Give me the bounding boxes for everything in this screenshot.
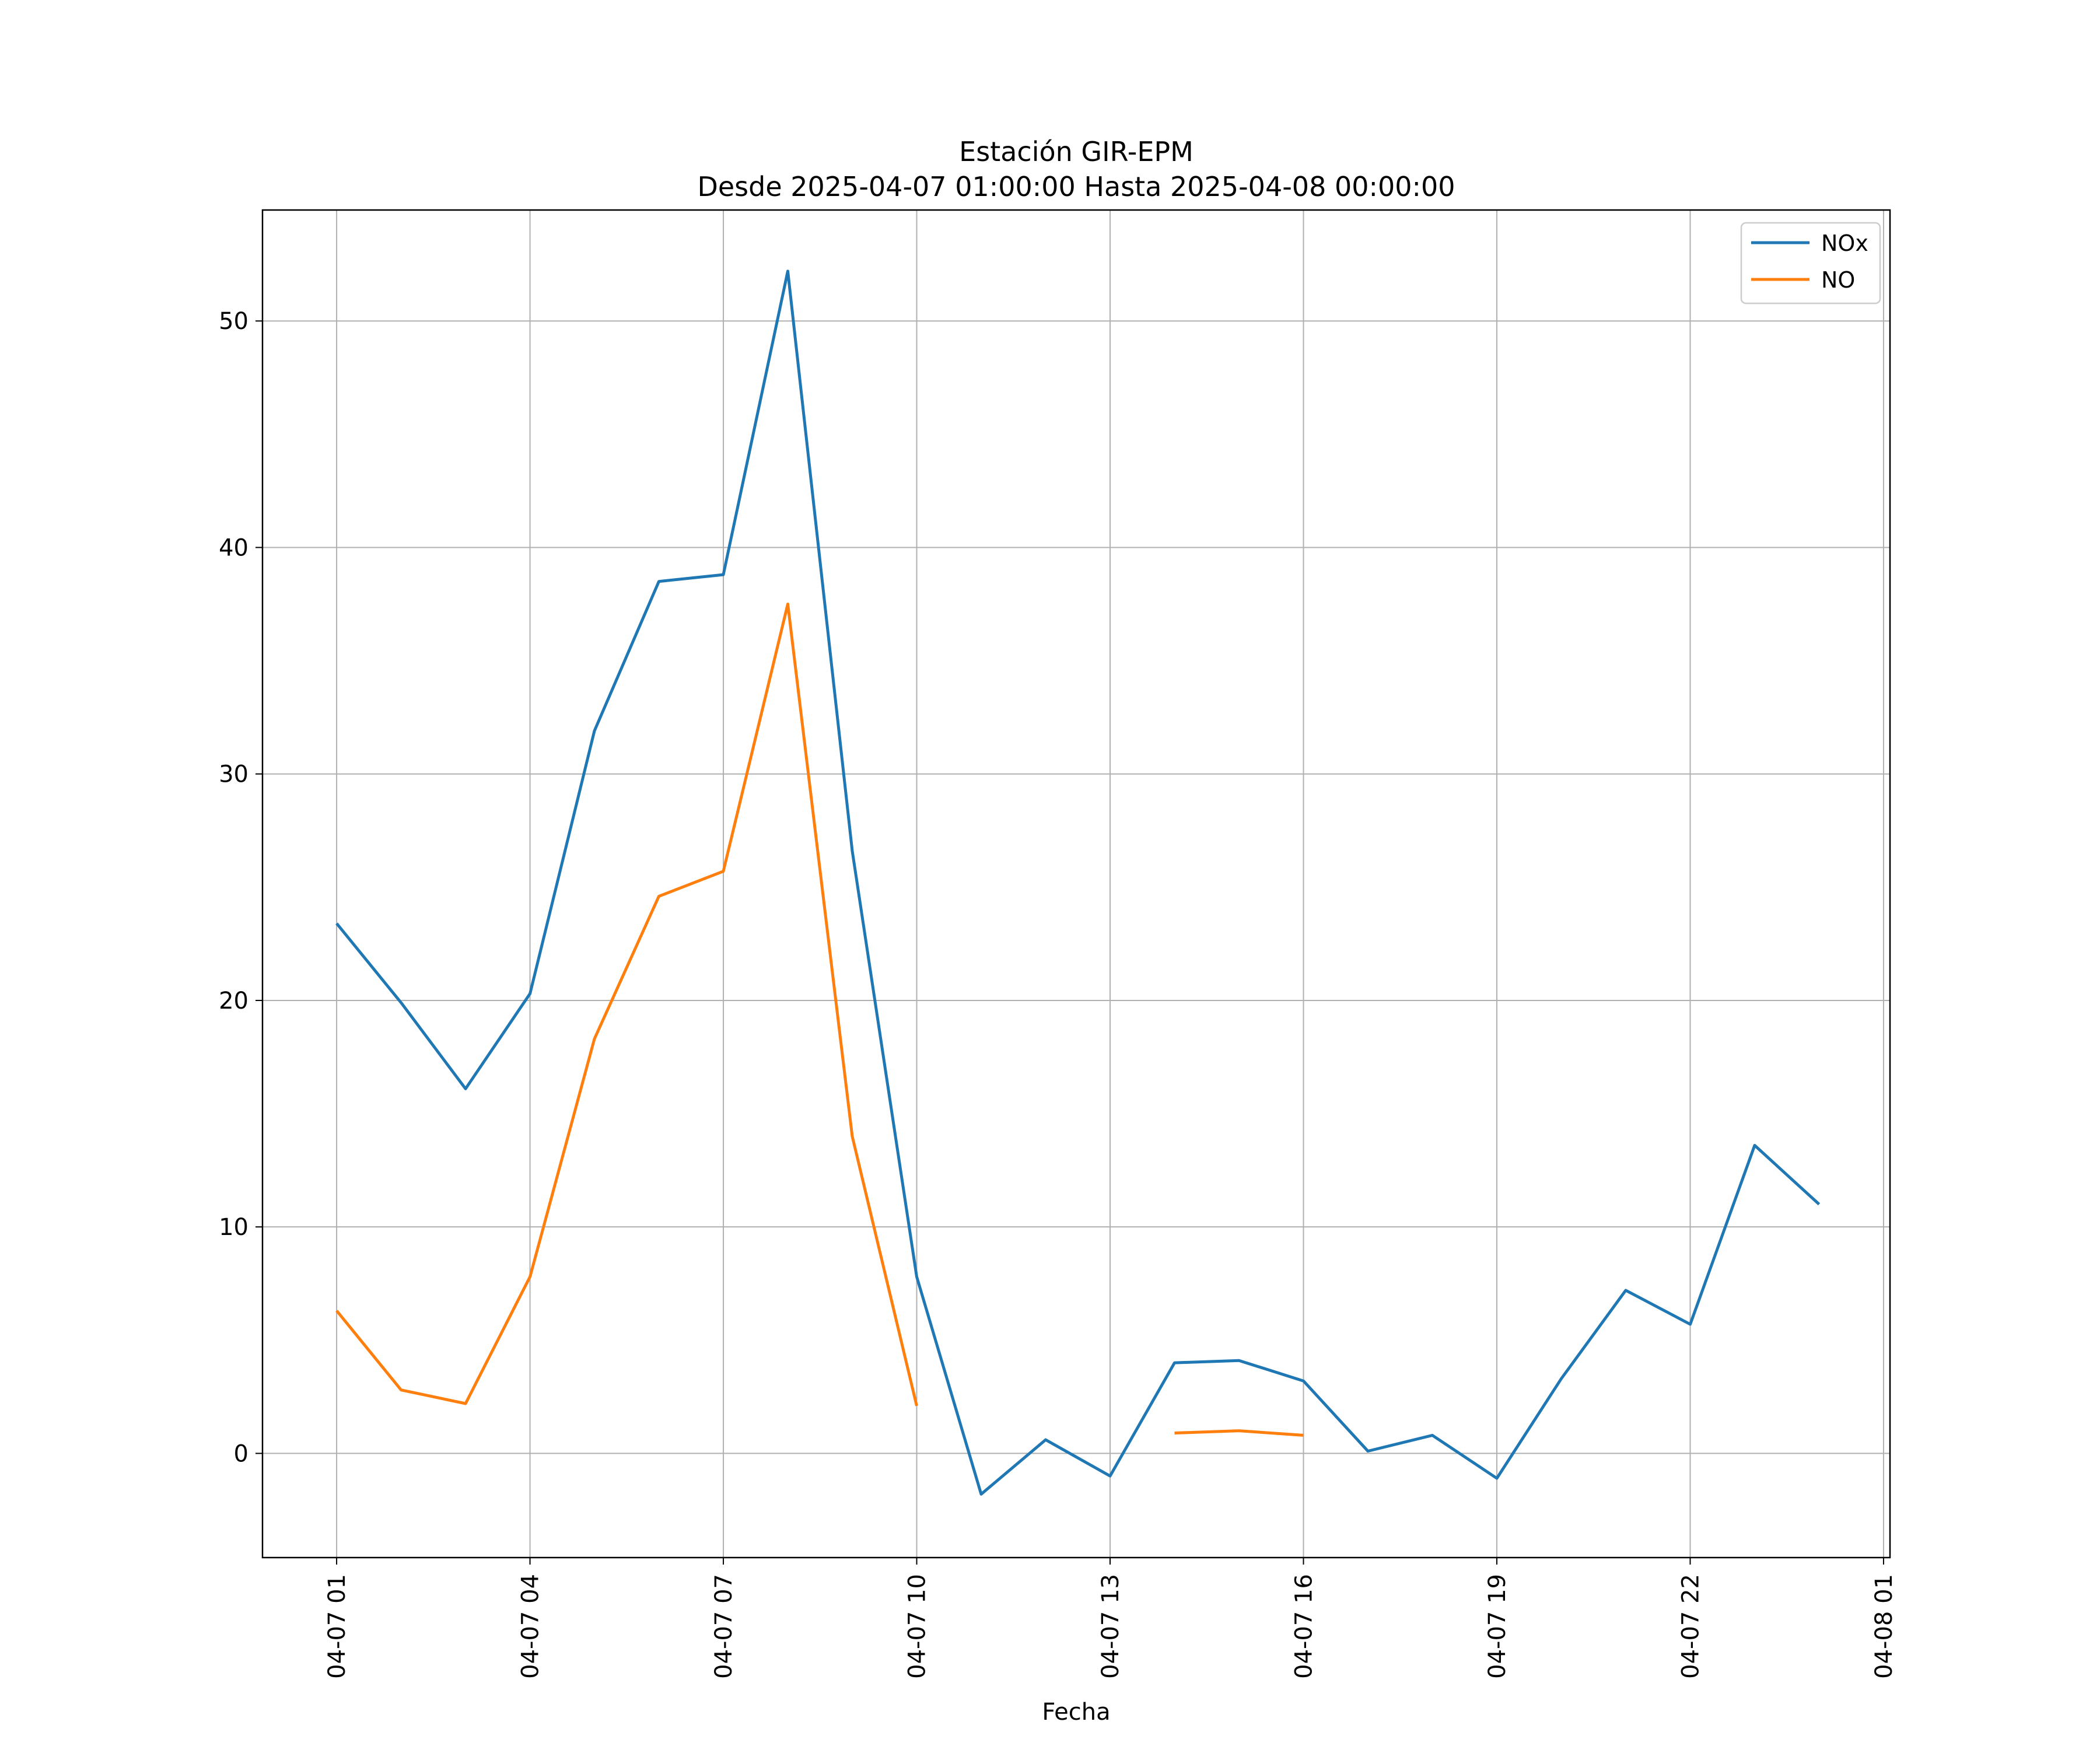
legend-label-nox: NOx — [1821, 230, 1868, 256]
series-line-no — [1174, 1429, 1304, 1437]
chart-subtitle: Desde 2025-04-07 01:00:00 Hasta 2025-04-… — [697, 171, 1455, 202]
x-tick-label: 04-07 01 — [324, 1574, 351, 1679]
legend-label-no: NO — [1821, 267, 1855, 293]
x-axis: 04-07 01 04-07 04 04-07 07 04-07 10 04-07 13… — [324, 1558, 1898, 1679]
x-tick-label: 04-07 10 — [904, 1574, 931, 1679]
y-tick-label: 10 — [219, 1214, 249, 1241]
series-lines — [335, 270, 1821, 1496]
x-tick-label: 04-07 13 — [1097, 1574, 1124, 1679]
y-tick-label: 0 — [234, 1440, 249, 1467]
legend: NOx NO — [1740, 222, 1881, 305]
y-tick-label: 50 — [219, 308, 249, 335]
series-no — [335, 603, 1304, 1437]
x-axis-label: Fecha — [1042, 1699, 1110, 1726]
x-tick-label: 04-07 19 — [1484, 1574, 1511, 1679]
x-tick-label: 04-07 04 — [517, 1574, 544, 1679]
x-tick-label: 04-07 22 — [1677, 1574, 1704, 1679]
y-axis: 0 10 20 30 40 50 — [219, 308, 262, 1467]
chart-title: Estación GIR-EPM — [959, 136, 1194, 167]
y-tick-label: 40 — [219, 534, 249, 561]
plot-frame — [261, 209, 1891, 1559]
y-tick-label: 30 — [219, 761, 249, 788]
grid — [262, 210, 1890, 1558]
series-line-no — [335, 603, 918, 1406]
x-tick-label: 04-08 01 — [1871, 1574, 1898, 1679]
series-nox — [335, 270, 1821, 1496]
x-tick-label: 04-07 07 — [710, 1574, 737, 1679]
series-line-nox — [335, 270, 1821, 1496]
x-tick-label: 04-07 16 — [1290, 1574, 1317, 1679]
y-tick-label: 20 — [219, 988, 249, 1014]
